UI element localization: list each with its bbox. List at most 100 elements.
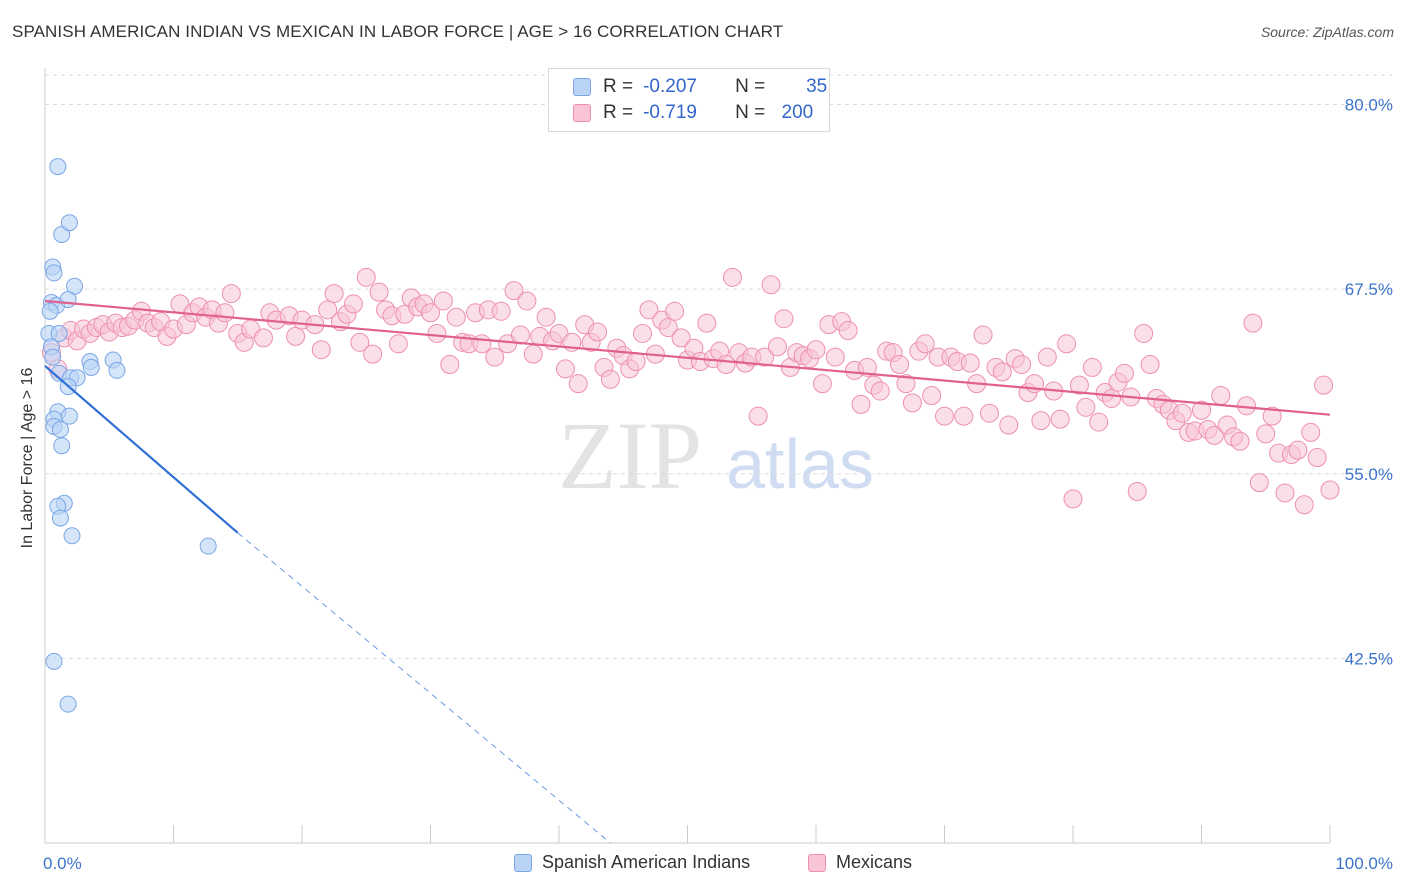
mexicans-point bbox=[555, 359, 575, 379]
y-tick-label: 80.0% bbox=[1345, 96, 1393, 115]
mexicans-point bbox=[1230, 431, 1250, 451]
mexicans-point bbox=[935, 406, 954, 426]
mexicans-point bbox=[954, 406, 974, 426]
spanish-american-indians-point bbox=[59, 290, 77, 308]
mexicans-point bbox=[1204, 425, 1224, 445]
source-label: Source: ZipAtlas.com bbox=[1260, 24, 1394, 40]
bottom-legend-spanish-american-indians: Spanish American Indians bbox=[514, 852, 750, 873]
legend-row-mexicans: R = -0.719 N = 200 bbox=[573, 101, 813, 125]
spanish-american-indians-point bbox=[108, 361, 126, 379]
mexicans-point bbox=[421, 303, 440, 323]
mexicans-point bbox=[1102, 388, 1122, 408]
legend-r-value: -0.207 bbox=[643, 76, 697, 97]
chart-title: SPANISH AMERICAN INDIAN VS MEXICAN IN LA… bbox=[12, 22, 784, 41]
mexicans-point bbox=[1211, 385, 1231, 405]
mexicans-point bbox=[1140, 354, 1160, 374]
mexicans-point bbox=[491, 301, 511, 321]
mexicans-point bbox=[363, 344, 383, 364]
mexicans-point bbox=[504, 281, 524, 301]
spanish-american-indians-points bbox=[40, 158, 217, 713]
mexicans-point bbox=[761, 275, 781, 295]
spanish-american-indians-point bbox=[45, 652, 63, 670]
mexicans-point bbox=[350, 332, 370, 352]
mexicans-point bbox=[999, 415, 1019, 435]
spanish-american-indians-point bbox=[199, 537, 217, 555]
legend-r-label: R = bbox=[603, 76, 634, 97]
mexicans-point bbox=[890, 354, 910, 374]
legend-r-value: -0.719 bbox=[643, 102, 697, 123]
mexicans-point bbox=[1262, 406, 1282, 426]
legend-n-label: N = bbox=[735, 76, 766, 97]
mexicans-point bbox=[1127, 481, 1147, 501]
mexicans-point bbox=[1243, 313, 1263, 333]
mexicans-point bbox=[870, 381, 890, 401]
mexicans-point bbox=[979, 403, 999, 423]
mexicans-point bbox=[1192, 400, 1211, 420]
mexicans-point bbox=[446, 307, 466, 327]
mexicans-point bbox=[369, 282, 389, 302]
mexicans-point bbox=[1320, 480, 1340, 500]
bottom-legend-swatch-blue bbox=[514, 853, 532, 872]
spanish-american-indians-trend-extension bbox=[237, 532, 611, 844]
mexicans-point bbox=[1275, 483, 1295, 503]
mexicans-point bbox=[973, 325, 993, 345]
mexicans-point bbox=[1037, 347, 1057, 367]
mexicans-point bbox=[1089, 412, 1109, 432]
mexicans-point bbox=[472, 334, 492, 354]
mexicans-point bbox=[324, 284, 344, 304]
mexicans-point bbox=[311, 340, 331, 360]
mexicans-point bbox=[1314, 375, 1334, 395]
mexicans-point bbox=[774, 309, 794, 329]
mexicans-point bbox=[433, 291, 453, 311]
mexicans-point bbox=[960, 353, 980, 373]
mexicans-point bbox=[388, 334, 408, 354]
y-tick-label: 42.5% bbox=[1345, 649, 1393, 668]
spanish-american-indians-point bbox=[44, 348, 62, 366]
mexicans-point bbox=[915, 334, 935, 354]
mexicans-point bbox=[343, 294, 363, 314]
mexicans-point bbox=[1050, 409, 1070, 429]
trend-lines bbox=[44, 299, 1331, 844]
mexicans-point bbox=[626, 352, 646, 372]
mexicans-trend-line bbox=[44, 299, 1331, 416]
mexicans-point bbox=[215, 303, 235, 323]
watermark: ZIP atlas bbox=[558, 402, 874, 509]
mexicans-point bbox=[523, 344, 543, 364]
mexicans-point bbox=[992, 362, 1012, 382]
bottom-legend-label: Mexicans bbox=[836, 852, 913, 872]
mexicans-point bbox=[1294, 495, 1314, 515]
mexicans-point bbox=[1249, 473, 1269, 493]
spanish-american-indians-point bbox=[63, 527, 81, 545]
mexicans-point bbox=[1256, 424, 1276, 444]
mexicans-point bbox=[665, 301, 685, 321]
mexicans-point bbox=[697, 313, 717, 333]
mexicans-point bbox=[1114, 363, 1134, 383]
mexicans-point bbox=[427, 323, 447, 343]
mexicans-point bbox=[671, 328, 691, 348]
y-tick-label: 67.5% bbox=[1345, 280, 1393, 299]
mexicans-point bbox=[812, 374, 832, 394]
mexicans-point bbox=[1301, 422, 1321, 442]
y-tick-label: 55.0% bbox=[1345, 465, 1393, 484]
spanish-american-indians-point bbox=[82, 358, 100, 376]
legend-swatch-pink bbox=[573, 104, 591, 122]
spanish-american-indians-point bbox=[53, 226, 71, 244]
mexicans-point bbox=[755, 347, 775, 367]
mexicans-point bbox=[286, 326, 306, 346]
correlation-legend: R = -0.207 N = 35 R = -0.719 N = 200 bbox=[548, 68, 830, 132]
mexicans-point bbox=[510, 325, 530, 345]
mexicans-point bbox=[485, 347, 505, 367]
mexicans-point bbox=[1082, 357, 1102, 377]
mexicans-point bbox=[825, 347, 845, 367]
legend-r-label: R = bbox=[603, 102, 634, 123]
mexicans-point bbox=[806, 340, 826, 360]
mexicans-point bbox=[221, 284, 241, 304]
spanish-american-indians-trend-line bbox=[44, 365, 239, 534]
mexicans-point bbox=[1069, 375, 1089, 395]
mexicans-point bbox=[838, 321, 858, 341]
legend-n-value: 35 bbox=[806, 76, 828, 97]
spanish-american-indians-point bbox=[41, 302, 59, 320]
tick-labels: 42.5% 55.0% 67.5% 80.0% 0.0% 100.0% bbox=[43, 96, 1393, 873]
legend-row-spanish-american-indians: R = -0.207 N = 35 bbox=[573, 75, 827, 99]
mexicans-point bbox=[1012, 354, 1032, 374]
